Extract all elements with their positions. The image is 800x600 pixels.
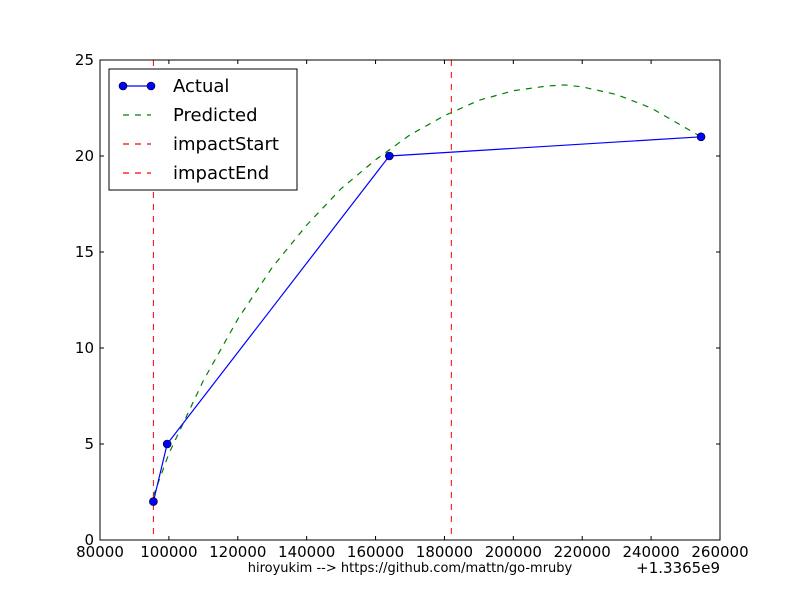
y-tick-label: 10 [75, 339, 94, 357]
legend-item: impactEnd [123, 163, 269, 184]
legend-item: Actual [118, 76, 229, 97]
x-tick-label: 200000 [485, 543, 542, 561]
x-tick-label: 160000 [347, 543, 404, 561]
x-tick-label: 220000 [554, 543, 611, 561]
x-offset-label: +1.3365e9 [636, 559, 720, 577]
actual-point-0 [149, 497, 158, 506]
axes-frame [99, 59, 721, 541]
actual-point-2 [385, 151, 394, 161]
legend-marker [118, 81, 128, 91]
legend-label: impactEnd [173, 163, 269, 184]
legend: Actual Predicted impactStart impactEnd [108, 68, 298, 191]
legend-label: Actual [173, 76, 229, 97]
y-tick-label: 25 [75, 51, 94, 69]
legend-item: impactStart [123, 134, 279, 155]
y-tick-label: 20 [75, 147, 94, 165]
x-tick-label: 180000 [416, 543, 473, 561]
footer-credit: hiroyukim --> https://github.com/mattn/g… [247, 561, 573, 576]
x-tick-label: 80000 [76, 543, 124, 561]
y-tick-label: 5 [84, 435, 94, 453]
actual-point-3 [696, 132, 706, 142]
x-tick-label: 140000 [278, 543, 335, 561]
legend-label: Predicted [173, 105, 258, 126]
legend-item: Predicted [123, 105, 258, 126]
x-tick-label: 100000 [140, 543, 197, 561]
series-predicted-line [152, 84, 702, 497]
x-tick-label: 260000 [691, 543, 748, 561]
x-tick-label: 120000 [209, 543, 266, 561]
legend-marker [146, 81, 156, 91]
series-actual-line [152, 136, 702, 502]
plot-area: 80000 100000 120000 140000 160000 180000 20000… [75, 51, 749, 577]
actual-point-1 [162, 439, 172, 449]
y-tick-label: 15 [75, 243, 94, 261]
y-tick-label: 0 [84, 531, 94, 549]
legend-label: impactStart [173, 134, 279, 155]
x-tick-label: 240000 [622, 543, 679, 561]
legend-box [108, 68, 298, 191]
